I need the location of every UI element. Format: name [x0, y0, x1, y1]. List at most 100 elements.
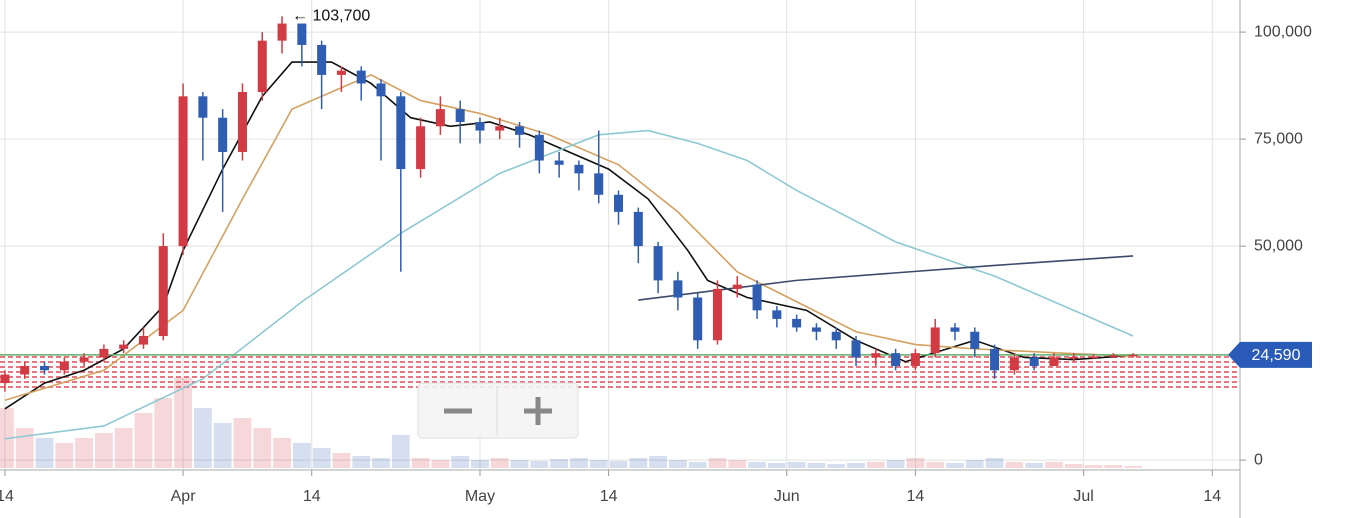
volume-bar — [728, 460, 747, 468]
volume-bar — [589, 460, 608, 468]
candle-body — [455, 109, 465, 122]
candle-body — [673, 280, 683, 298]
x-tick-label: 14 — [1203, 488, 1221, 505]
volume-bar — [688, 462, 707, 468]
volume-bar — [1064, 464, 1083, 468]
ma-line — [4, 74, 1134, 401]
candle-body — [336, 70, 346, 75]
grid — [0, 0, 1240, 470]
volume-bar — [95, 433, 113, 468]
high-annotation: ← 103,700 — [292, 7, 370, 24]
candle-body — [158, 246, 168, 337]
volume-bar — [787, 462, 806, 468]
volume-bar — [748, 462, 766, 468]
candle-body — [891, 353, 901, 366]
price-tag-label: 24,590 — [1252, 347, 1301, 364]
x-tick-label: 14 — [907, 488, 925, 505]
zoom-out[interactable] — [420, 385, 496, 436]
y-tick-label: 100,000 — [1254, 23, 1312, 40]
volume-bar — [352, 456, 371, 468]
volume-bar — [886, 460, 905, 468]
volume-bar — [292, 443, 311, 468]
candle-body — [297, 23, 307, 45]
candle-body — [59, 361, 69, 371]
volume-bar — [213, 423, 232, 468]
candle-body — [851, 340, 861, 358]
volume-bar — [233, 418, 252, 468]
candle-body — [356, 70, 366, 84]
volume-bar — [273, 438, 291, 468]
volume-bar — [570, 458, 588, 468]
volume-bar — [114, 428, 133, 468]
volume-bar — [431, 460, 450, 468]
volume-bar — [391, 435, 410, 468]
candle-body — [1089, 356, 1099, 359]
candle-body — [653, 246, 663, 281]
candle-body — [752, 284, 762, 311]
price-tag — [1228, 341, 1312, 368]
x-tick-label: 14 — [0, 488, 14, 505]
volume-bar — [649, 456, 668, 468]
candles — [0, 16, 1138, 392]
ma-line — [638, 255, 1134, 301]
x-tick-label: Jun — [774, 488, 800, 505]
volume-bar — [866, 462, 885, 468]
candle-body — [257, 40, 267, 93]
candle-body — [831, 331, 841, 341]
volume-bar — [1045, 462, 1063, 468]
volume-bar — [1124, 466, 1143, 468]
candle-body — [475, 121, 485, 131]
volume-bar — [312, 448, 331, 468]
candle-body — [1069, 356, 1079, 359]
candle-body — [594, 173, 604, 195]
candle-body — [950, 327, 960, 332]
volume-bar — [490, 458, 509, 468]
volume-bar — [174, 378, 192, 468]
candle-body — [20, 365, 30, 375]
candle-body — [614, 194, 624, 212]
volume-bar — [253, 428, 272, 468]
candle-body — [99, 348, 109, 358]
candle-body — [1108, 355, 1118, 357]
volume-bar — [372, 458, 390, 468]
volume-bar — [15, 428, 34, 468]
candle-body — [376, 83, 386, 97]
candle-body — [910, 353, 920, 366]
y-tick-label: 75,000 — [1254, 130, 1303, 147]
volume-bar — [451, 456, 470, 468]
volume-bar — [708, 458, 727, 468]
volume-bar — [411, 458, 430, 468]
volume — [0, 378, 1143, 468]
candle-body — [772, 310, 782, 319]
volume-bar — [471, 460, 489, 468]
volume-bar — [193, 408, 212, 468]
y-tick-label: 50,000 — [1254, 237, 1303, 254]
candle-body — [515, 126, 525, 135]
x-tick-label: May — [465, 488, 495, 505]
candle-body — [317, 44, 327, 75]
volume-bar — [847, 463, 865, 468]
ma-line — [4, 61, 1134, 410]
candle-body — [990, 348, 1000, 371]
candle-body — [237, 92, 247, 152]
volume-bar — [609, 461, 628, 468]
volume-bar — [75, 438, 94, 468]
x-tick-label: 14 — [303, 488, 321, 505]
candle-body — [554, 160, 564, 165]
candle-body — [198, 96, 208, 118]
moving-averages — [0, 61, 1240, 440]
ma-line — [4, 129, 1134, 440]
candle-body — [435, 109, 445, 127]
volume-bar — [668, 460, 687, 468]
volume-bar — [807, 463, 826, 468]
candle-body — [495, 126, 505, 131]
candle-body — [534, 134, 544, 161]
zoom-in[interactable] — [499, 385, 576, 436]
volume-bar — [965, 460, 984, 468]
candle-body — [1128, 354, 1138, 357]
volume-bar — [35, 438, 54, 468]
x-tick-label: 14 — [600, 488, 618, 505]
candle-body — [416, 126, 426, 170]
volume-bar — [550, 459, 569, 468]
